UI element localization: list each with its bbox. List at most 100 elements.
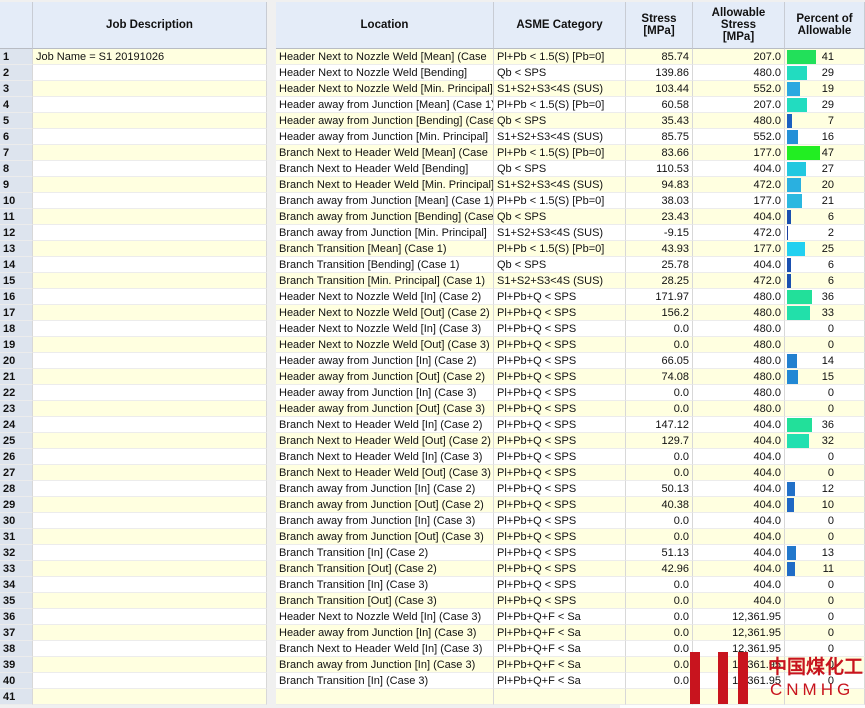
- allowable-cell: 480.0: [693, 337, 785, 353]
- percent-cell: 0: [785, 321, 865, 337]
- stress-cell: 0.0: [626, 577, 693, 593]
- category-cell: S1+S2+S3<4S (SUS): [494, 225, 626, 241]
- job-cell: [33, 369, 267, 385]
- location-cell: Header away from Junction [Mean] (Case 1…: [276, 97, 494, 113]
- percent-text: 0: [827, 579, 834, 591]
- stress-cell: 25.78: [626, 257, 693, 273]
- row-number: 37: [0, 625, 33, 641]
- stress-cell: 0.0: [626, 625, 693, 641]
- location-cell: Branch away from Junction [In] (Case 3): [276, 657, 494, 673]
- location-cell: Branch Next to Header Weld [In] (Case 3): [276, 449, 494, 465]
- percent-text: 32: [821, 435, 834, 447]
- allowable-cell: 404.0: [693, 209, 785, 225]
- column-header: Job Description: [33, 2, 267, 49]
- header-line: Percent of: [796, 13, 853, 25]
- row-number: 8: [0, 161, 33, 177]
- category-cell: Pl+Pb+Q+F < Sa: [494, 673, 626, 689]
- allowable-cell: 404.0: [693, 465, 785, 481]
- percent-cell: 0: [785, 625, 865, 641]
- percent-text: 41: [821, 51, 834, 63]
- job-cell: [33, 241, 267, 257]
- allowable-cell: 177.0: [693, 193, 785, 209]
- percent-text: 33: [821, 307, 834, 319]
- percent-text: 0: [827, 659, 834, 671]
- row-number: 36: [0, 609, 33, 625]
- category-cell: Pl+Pb+Q < SPS: [494, 321, 626, 337]
- allowable-cell: 12,361.95: [693, 609, 785, 625]
- job-cell: [33, 177, 267, 193]
- location-cell: Branch Transition [In] (Case 3): [276, 673, 494, 689]
- job-cell: [33, 449, 267, 465]
- job-cell: Job Name = S1 20191026: [33, 49, 267, 65]
- stress-cell: 171.97: [626, 289, 693, 305]
- percent-cell: 6: [785, 273, 865, 289]
- header-line: Allowable: [797, 25, 852, 37]
- stress-cell: 0.0: [626, 401, 693, 417]
- location-cell: Branch away from Junction [In] (Case 3): [276, 513, 494, 529]
- job-cell: [33, 145, 267, 161]
- location-cell: Header Next to Nozzle Weld [Out] (Case 3…: [276, 337, 494, 353]
- percent-text: 29: [821, 67, 834, 79]
- allowable-cell: 480.0: [693, 385, 785, 401]
- allowable-cell: 480.0: [693, 401, 785, 417]
- job-cell: [33, 97, 267, 113]
- category-cell: Pl+Pb+Q < SPS: [494, 369, 626, 385]
- percent-bar: [787, 434, 810, 448]
- category-cell: Pl+Pb+Q < SPS: [494, 401, 626, 417]
- percent-cell: 0: [785, 529, 865, 545]
- location-cell: Branch Transition [In] (Case 3): [276, 577, 494, 593]
- location-cell: Header away from Junction [In] (Case 3): [276, 385, 494, 401]
- row-number: 28: [0, 481, 33, 497]
- category-cell: Pl+Pb+Q < SPS: [494, 417, 626, 433]
- job-cell: [33, 161, 267, 177]
- percent-cell: 36: [785, 289, 865, 305]
- column-header: ASME Category: [494, 2, 626, 49]
- percent-text: 10: [821, 499, 834, 511]
- row-number: 18: [0, 321, 33, 337]
- allowable-cell: 552.0: [693, 129, 785, 145]
- job-cell: [33, 561, 267, 577]
- row-number: 21: [0, 369, 33, 385]
- stress-cell: 40.38: [626, 497, 693, 513]
- percent-cell: 2: [785, 225, 865, 241]
- location-cell: Header away from Junction [Min. Principa…: [276, 129, 494, 145]
- percent-text: 36: [821, 291, 834, 303]
- row-number: 34: [0, 577, 33, 593]
- stress-cell: 66.05: [626, 353, 693, 369]
- category-cell: Pl+Pb+Q < SPS: [494, 289, 626, 305]
- percent-cell: 0: [785, 401, 865, 417]
- row-number: 14: [0, 257, 33, 273]
- row-number: 17: [0, 305, 33, 321]
- category-cell: S1+S2+S3<4S (SUS): [494, 273, 626, 289]
- percent-bar: [787, 226, 789, 240]
- location-cell: Header Next to Nozzle Weld [In] (Case 3): [276, 609, 494, 625]
- percent-cell: 0: [785, 513, 865, 529]
- category-cell: Pl+Pb+Q+F < Sa: [494, 625, 626, 641]
- stress-cell: 28.25: [626, 273, 693, 289]
- stress-cell: 83.66: [626, 145, 693, 161]
- percent-text: 21: [821, 195, 834, 207]
- percent-cell: 21: [785, 193, 865, 209]
- stress-cell: 147.12: [626, 417, 693, 433]
- row-number: 26: [0, 449, 33, 465]
- job-cell: [33, 497, 267, 513]
- watermark-name: 中国煤化工: [768, 657, 864, 678]
- allowable-cell: 480.0: [693, 369, 785, 385]
- category-cell: Qb < SPS: [494, 65, 626, 81]
- percent-cell: 29: [785, 65, 865, 81]
- percent-bar: [787, 50, 816, 64]
- location-cell: Branch Transition [In] (Case 2): [276, 545, 494, 561]
- row-number: 27: [0, 465, 33, 481]
- stress-cell: 0.0: [626, 321, 693, 337]
- category-cell: Pl+Pb+Q+F < Sa: [494, 641, 626, 657]
- percent-cell: 0: [785, 593, 865, 609]
- row-number: 23: [0, 401, 33, 417]
- percent-bar: [787, 274, 792, 288]
- row-number: 31: [0, 529, 33, 545]
- location-cell: Header away from Junction [Out] (Case 2): [276, 369, 494, 385]
- allowable-cell: 404.0: [693, 513, 785, 529]
- location-cell: Header Next to Nozzle Weld [In] (Case 2): [276, 289, 494, 305]
- stress-cell: 35.43: [626, 113, 693, 129]
- stress-cell: 110.53: [626, 161, 693, 177]
- percent-text: 0: [827, 531, 834, 543]
